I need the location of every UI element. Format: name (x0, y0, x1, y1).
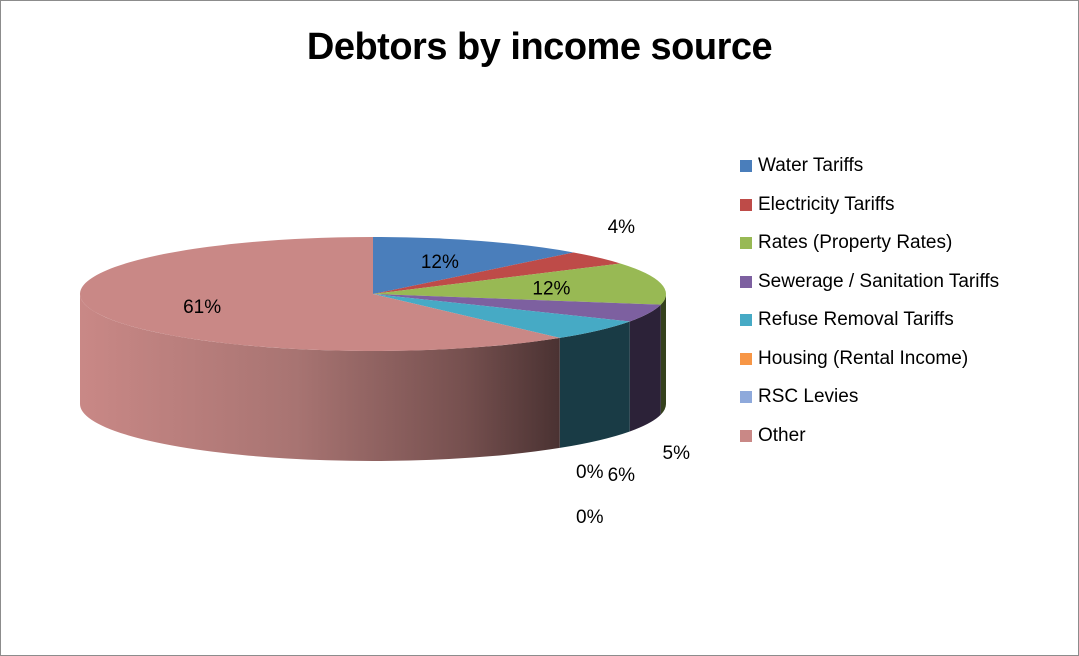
legend-label: Sewerage / Sanitation Tariffs (758, 270, 1000, 292)
legend-label: Electricity Tariffs (758, 193, 895, 215)
legend: Water Tariffs Electricity Tariffs Rates (P… (740, 147, 1070, 455)
legend-label: Water Tariffs (758, 155, 864, 177)
pie-slice-sewerage-sanitation-tariffs (373, 294, 661, 322)
legend-swatch (740, 237, 752, 250)
pie-slice-water-tariffs (373, 237, 574, 294)
legend-swatch (740, 198, 752, 211)
legend-item-refuse-removal-tariffs: Refuse Removal Tariffs (740, 301, 1070, 340)
pie-side-walls (80, 294, 666, 461)
legend-item-other: Other (740, 417, 1070, 456)
data-label-other: 61% (183, 297, 221, 318)
data-label-refuse-removal-tariffs: 6% (608, 465, 636, 486)
legend-swatch (740, 352, 752, 365)
legend-swatch (740, 391, 752, 404)
legend-item-water-tariffs: Water Tariffs (740, 147, 1070, 186)
pie-side-sewerage-sanitation-tariffs (629, 304, 661, 432)
legend-item-sewerage-sanitation-tariffs: Sewerage / Sanitation Tariffs (740, 263, 1070, 302)
data-label-electricity-tariffs: 4% (608, 217, 636, 238)
pie-side-other (80, 294, 560, 461)
pie-side-rates-property-rates (660, 294, 666, 415)
data-label-water-tariffs: 12% (421, 252, 459, 273)
data-label-housing-rental-income: 0% (576, 462, 604, 483)
legend-label: Rates (Property Rates) (758, 232, 953, 254)
legend-item-electricity-tariffs: Electricity Tariffs (740, 186, 1070, 225)
pie-side-refuse-removal-tariffs (559, 321, 630, 448)
legend-item-rates-property-rates: Rates (Property Rates) (740, 224, 1070, 263)
pie-slice-electricity-tariffs (373, 252, 621, 294)
data-label-rsc-levies: 0% (576, 507, 604, 528)
pie-slice-refuse-removal-tariffs (373, 294, 630, 338)
pie-data-labels: 12% 4% 12% 5% 6%0% 0% 61% (183, 217, 690, 528)
legend-swatch (740, 160, 752, 173)
legend-item-housing-rental-income: Housing (Rental Income) (740, 340, 1070, 379)
legend-label: Refuse Removal Tariffs (758, 309, 954, 331)
data-label-sewerage-sanitation-tariffs: 5% (663, 443, 691, 464)
pie-top-faces (80, 237, 666, 351)
legend-label: Housing (Rental Income) (758, 347, 969, 369)
legend-swatch (740, 429, 752, 442)
legend-swatch (740, 314, 752, 327)
legend-label: RSC Levies (758, 386, 859, 408)
legend-swatch (740, 275, 752, 288)
data-label-rates-property-rates: 12% (532, 278, 570, 299)
chart-title: Debtors by income source (306, 26, 773, 68)
pie-slice-rates-property-rates (373, 263, 666, 305)
pie-slice-other (80, 237, 560, 351)
legend-item-rsc-levies: RSC Levies (740, 378, 1070, 417)
legend-label: Other (758, 424, 806, 446)
